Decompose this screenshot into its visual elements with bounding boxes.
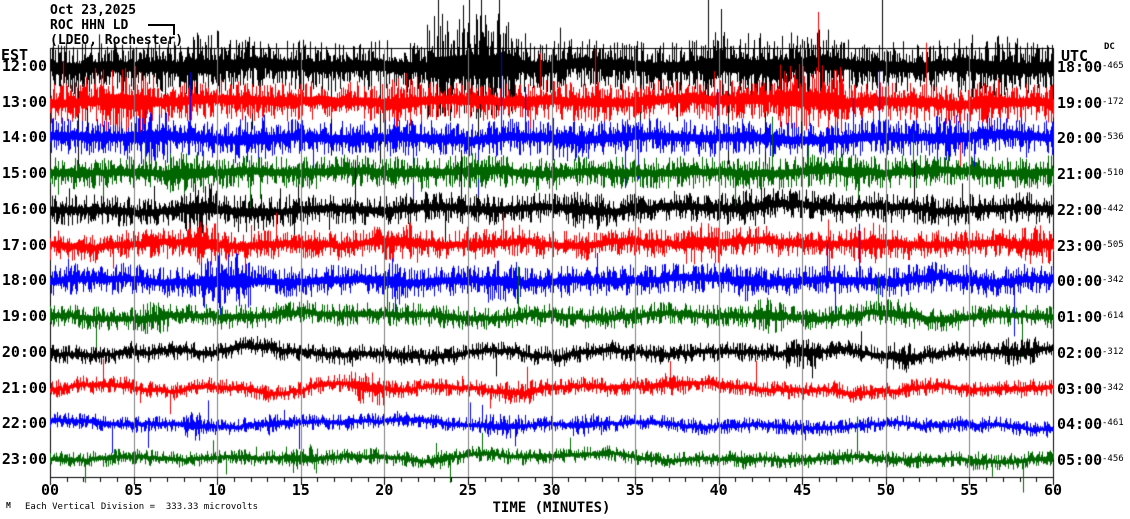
est-hour-label: 16:00 bbox=[1, 199, 47, 218]
utc-hour-label: 22:00 bbox=[1057, 200, 1103, 219]
minute-tick-label: 15 bbox=[291, 481, 310, 499]
est-axis-header: EST bbox=[1, 46, 29, 64]
est-hour-label: 15:00 bbox=[1, 164, 47, 183]
amplitude-scale-indicator bbox=[148, 24, 175, 35]
utc-axis-header: UTC bbox=[1061, 47, 1089, 65]
dc-offset-value: -456 bbox=[1102, 454, 1124, 465]
minute-tick-label: 20 bbox=[375, 481, 394, 499]
minute-tick-label: 30 bbox=[542, 481, 561, 499]
utc-hour-label: 03:00 bbox=[1057, 379, 1103, 398]
minute-tick-label: 45 bbox=[793, 481, 812, 499]
dc-offset-value: -614 bbox=[1102, 311, 1124, 322]
dc-offset-value: -461 bbox=[1102, 418, 1124, 429]
utc-hour-label: 01:00 bbox=[1057, 308, 1103, 327]
dc-offset-value: -172 bbox=[1102, 96, 1124, 107]
est-hour-label: 23:00 bbox=[1, 450, 47, 469]
utc-hour-label: 04:00 bbox=[1057, 415, 1103, 434]
dc-column-header: DC bbox=[1104, 42, 1115, 52]
utc-hour-label: 05:00 bbox=[1057, 451, 1103, 470]
est-hour-label: 14:00 bbox=[1, 128, 47, 147]
dc-offset-value: -510 bbox=[1102, 168, 1124, 179]
est-hour-label: 17:00 bbox=[1, 235, 47, 254]
minute-tick-label: 50 bbox=[876, 481, 895, 499]
watermark-mark: M bbox=[6, 501, 11, 510]
utc-hour-label: 00:00 bbox=[1057, 272, 1103, 291]
est-hour-label: 13:00 bbox=[1, 92, 47, 111]
est-hour-label: 21:00 bbox=[1, 378, 47, 397]
utc-hour-label: 23:00 bbox=[1057, 236, 1103, 255]
utc-hour-label: 02:00 bbox=[1057, 343, 1103, 362]
minute-tick-label: 10 bbox=[208, 481, 227, 499]
vertical-division-note: Each Vertical Division = 333.33 microvol… bbox=[25, 502, 258, 512]
minute-tick-label: 35 bbox=[626, 481, 645, 499]
dc-offset-value: -442 bbox=[1102, 203, 1124, 214]
dc-offset-value: -342 bbox=[1102, 275, 1124, 286]
dc-offset-value: -312 bbox=[1102, 346, 1124, 357]
utc-hour-label: 21:00 bbox=[1057, 165, 1103, 184]
station-id: ROC HHN LD bbox=[50, 18, 129, 33]
minute-tick-label: 25 bbox=[458, 481, 477, 499]
utc-hour-label: 18:00 bbox=[1057, 58, 1103, 76]
minute-tick-label: 55 bbox=[960, 481, 979, 499]
minute-tick-label: 40 bbox=[709, 481, 728, 499]
est-hour-label: 12:00 bbox=[1, 57, 47, 75]
minute-tick-label: 05 bbox=[124, 481, 143, 499]
est-hour-label: 20:00 bbox=[1, 342, 47, 361]
dc-offset-value: -536 bbox=[1102, 132, 1124, 143]
utc-hour-label: 20:00 bbox=[1057, 129, 1103, 148]
dc-offset-value: -342 bbox=[1102, 382, 1124, 393]
utc-hour-label: 19:00 bbox=[1057, 93, 1103, 112]
est-hour-label: 18:00 bbox=[1, 271, 47, 290]
dc-offset-value: -465 bbox=[1102, 61, 1124, 71]
station-location: (LDEO, Rochester) bbox=[50, 33, 184, 48]
plot-date: Oct 23,2025 bbox=[50, 3, 137, 18]
minute-tick-label: 00 bbox=[40, 481, 60, 499]
est-hour-label: 22:00 bbox=[1, 414, 47, 433]
x-axis-title: TIME (MINUTES) bbox=[492, 500, 611, 516]
dc-offset-value: -505 bbox=[1102, 239, 1124, 250]
est-hour-label: 19:00 bbox=[1, 307, 47, 326]
minute-tick-label: 60 bbox=[1043, 481, 1063, 499]
